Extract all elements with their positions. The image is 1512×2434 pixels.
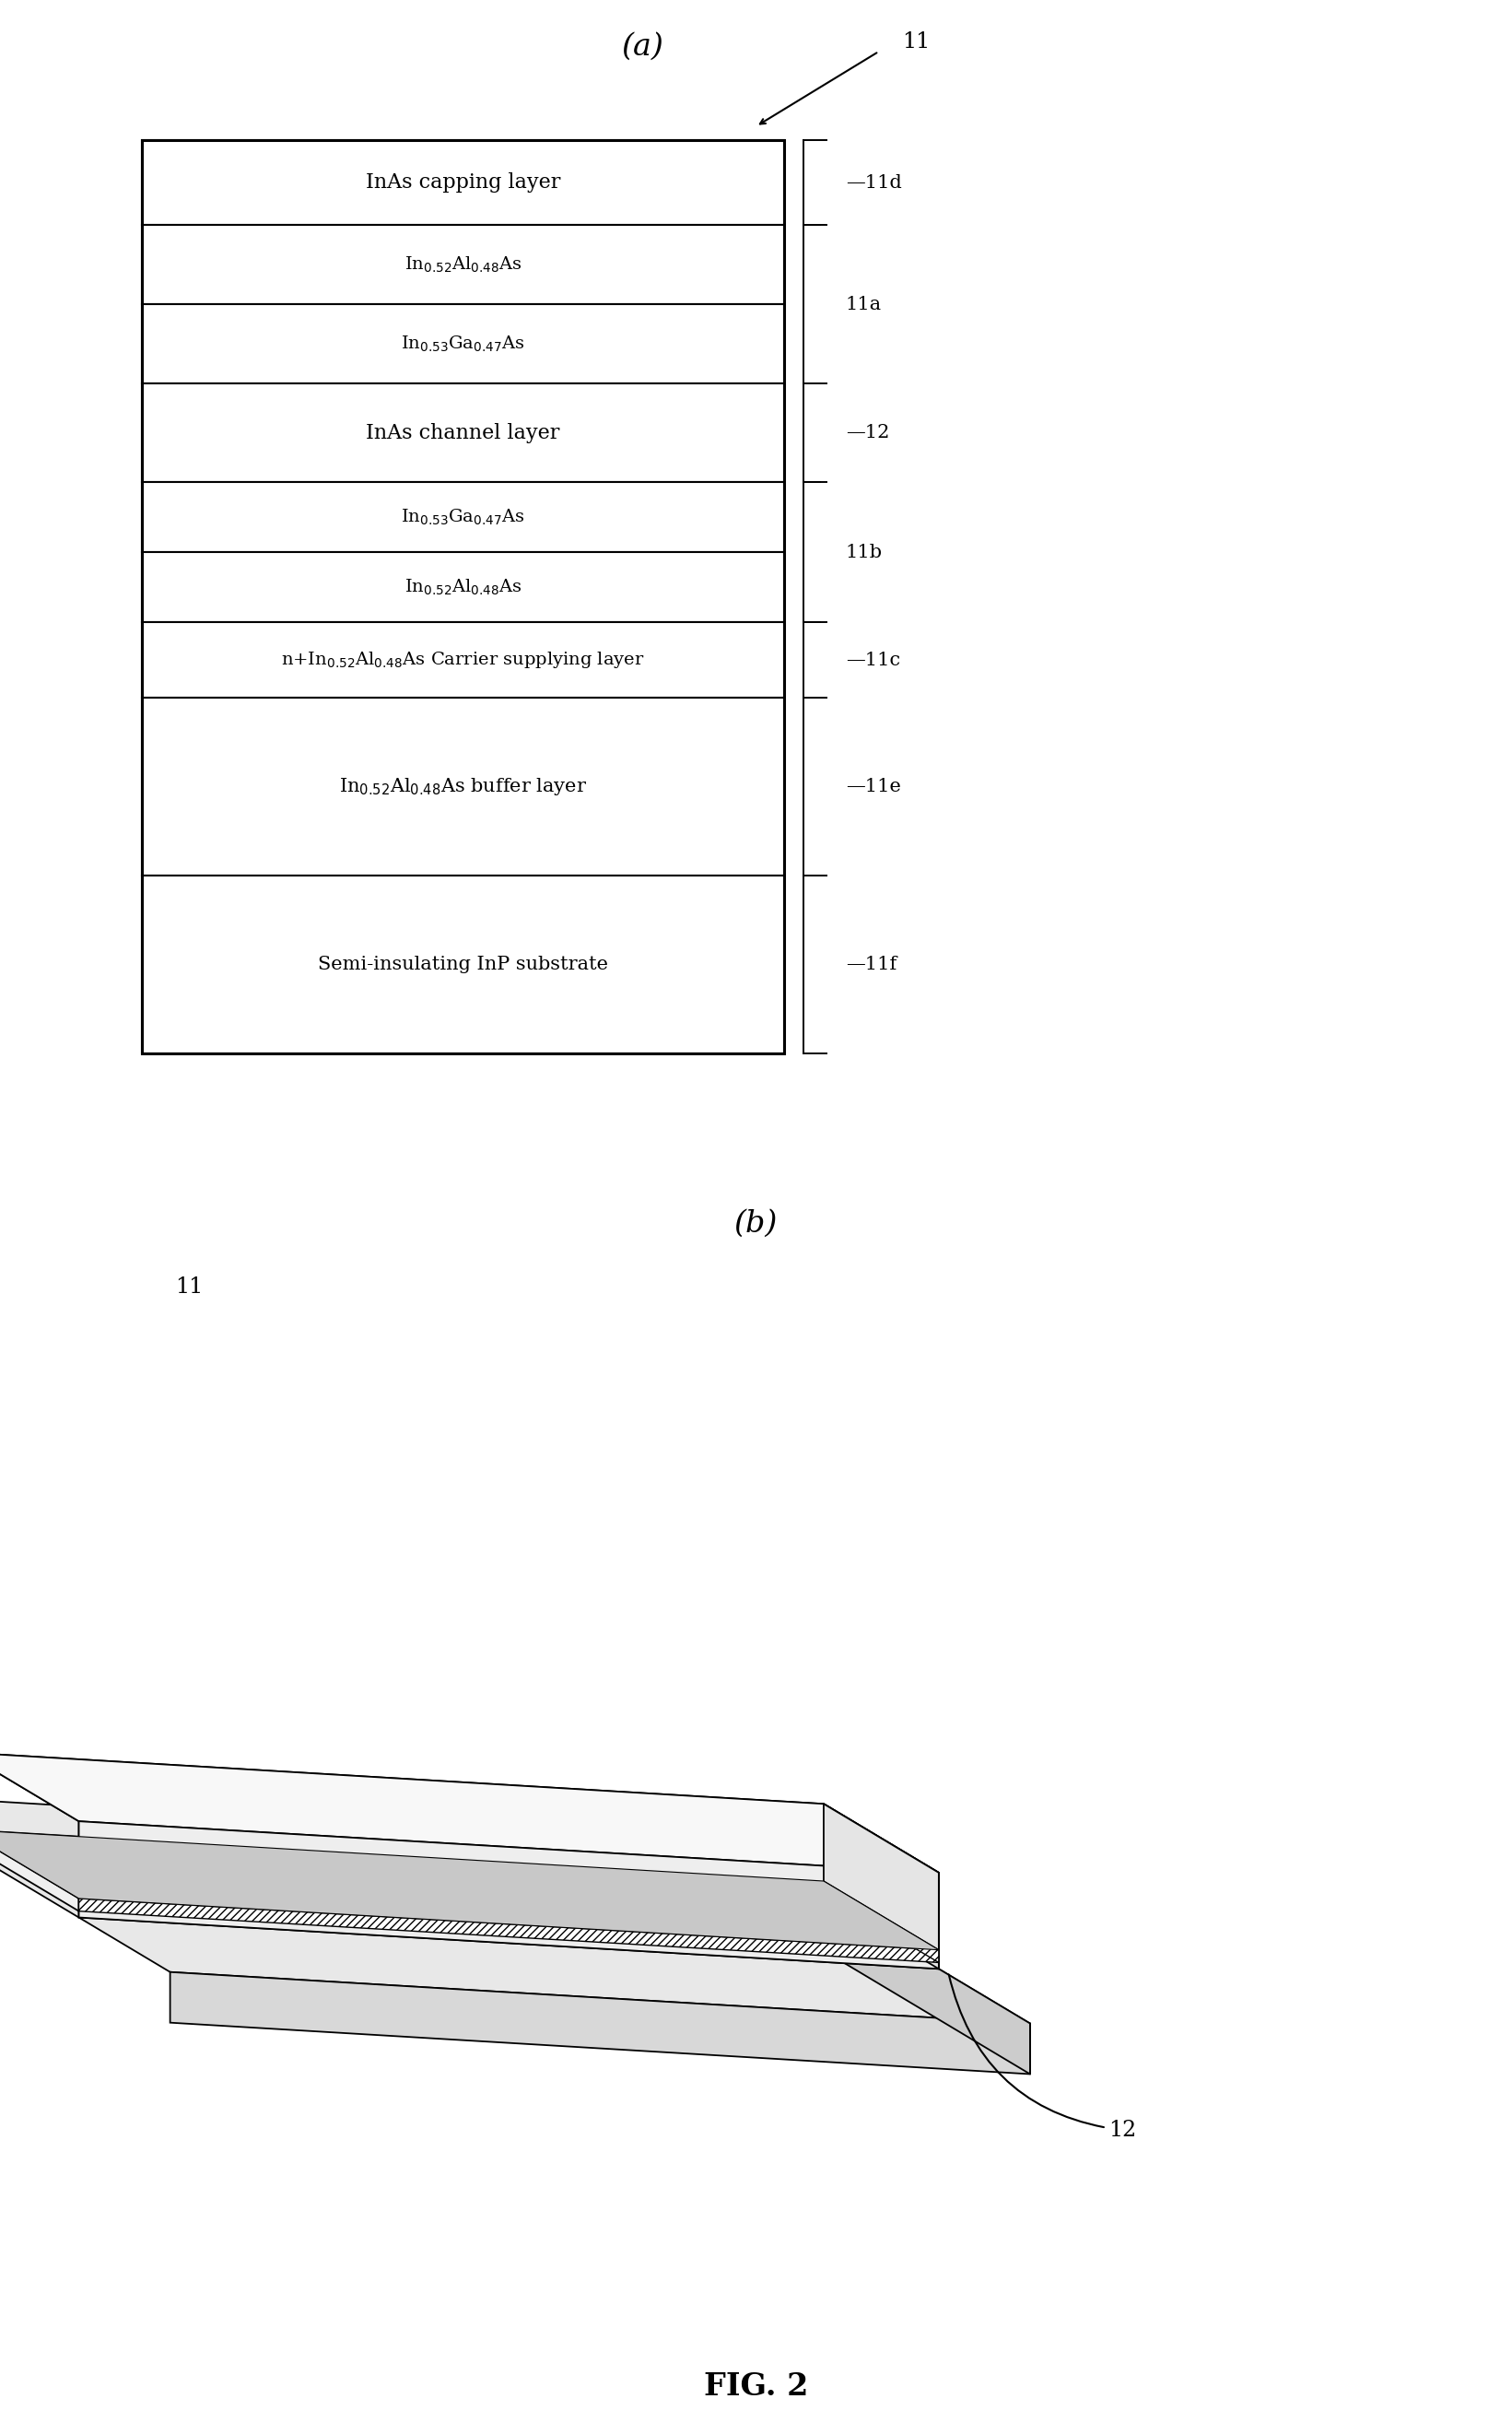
- Text: (a): (a): [621, 32, 664, 61]
- Polygon shape: [732, 1845, 1030, 2074]
- Text: 12: 12: [950, 1974, 1137, 2142]
- Polygon shape: [79, 1899, 939, 1962]
- Text: In$_{0.52}$Al$_{0.48}$As buffer layer: In$_{0.52}$Al$_{0.48}$As buffer layer: [339, 776, 587, 796]
- Polygon shape: [79, 1899, 939, 1962]
- Text: —11f: —11f: [845, 957, 897, 974]
- Polygon shape: [79, 1821, 939, 1969]
- Text: —12: —12: [845, 424, 889, 441]
- Bar: [142, 699, 785, 876]
- Bar: [142, 141, 785, 1054]
- Bar: [142, 304, 785, 385]
- Text: InAs capping layer: InAs capping layer: [366, 173, 561, 192]
- Text: 11: 11: [903, 32, 930, 54]
- Polygon shape: [0, 1752, 939, 1872]
- Bar: [142, 482, 785, 553]
- Polygon shape: [0, 1794, 1030, 2023]
- Polygon shape: [0, 1830, 939, 1950]
- Bar: [142, 224, 785, 304]
- Polygon shape: [824, 1894, 939, 1969]
- Polygon shape: [79, 1911, 939, 1969]
- Bar: [142, 141, 785, 224]
- Text: n+In$_{0.52}$Al$_{0.48}$As Carrier supplying layer: n+In$_{0.52}$Al$_{0.48}$As Carrier suppl…: [281, 650, 644, 669]
- Text: Semi-insulating InP substrate: Semi-insulating InP substrate: [318, 957, 608, 974]
- Bar: [142, 876, 785, 1054]
- Polygon shape: [79, 1821, 939, 1950]
- Text: In$_{0.53}$Ga$_{0.47}$As: In$_{0.53}$Ga$_{0.47}$As: [401, 333, 525, 353]
- Text: —11d: —11d: [845, 173, 901, 192]
- Bar: [142, 623, 785, 699]
- Text: In$_{0.52}$Al$_{0.48}$As: In$_{0.52}$Al$_{0.48}$As: [404, 256, 522, 275]
- Text: 11: 11: [175, 1275, 203, 1297]
- Text: 11a: 11a: [845, 295, 881, 314]
- Polygon shape: [0, 1843, 939, 1962]
- Polygon shape: [824, 1804, 939, 1950]
- Text: —11e: —11e: [845, 776, 901, 796]
- Polygon shape: [0, 1752, 939, 1872]
- Text: In$_{0.53}$Ga$_{0.47}$As: In$_{0.53}$Ga$_{0.47}$As: [401, 506, 525, 528]
- Polygon shape: [824, 1881, 939, 1962]
- Polygon shape: [824, 1881, 939, 1962]
- Text: 11b: 11b: [845, 543, 883, 562]
- Polygon shape: [824, 1804, 939, 1969]
- Polygon shape: [0, 1830, 939, 1950]
- Bar: [142, 385, 785, 482]
- Text: InAs channel layer: InAs channel layer: [366, 424, 559, 443]
- Text: In$_{0.52}$Al$_{0.48}$As: In$_{0.52}$Al$_{0.48}$As: [404, 577, 522, 596]
- Text: (b): (b): [735, 1210, 777, 1239]
- Bar: [142, 553, 785, 623]
- Polygon shape: [171, 1972, 1030, 2074]
- Text: FIG. 2: FIG. 2: [703, 2371, 809, 2402]
- Text: —11c: —11c: [845, 652, 900, 669]
